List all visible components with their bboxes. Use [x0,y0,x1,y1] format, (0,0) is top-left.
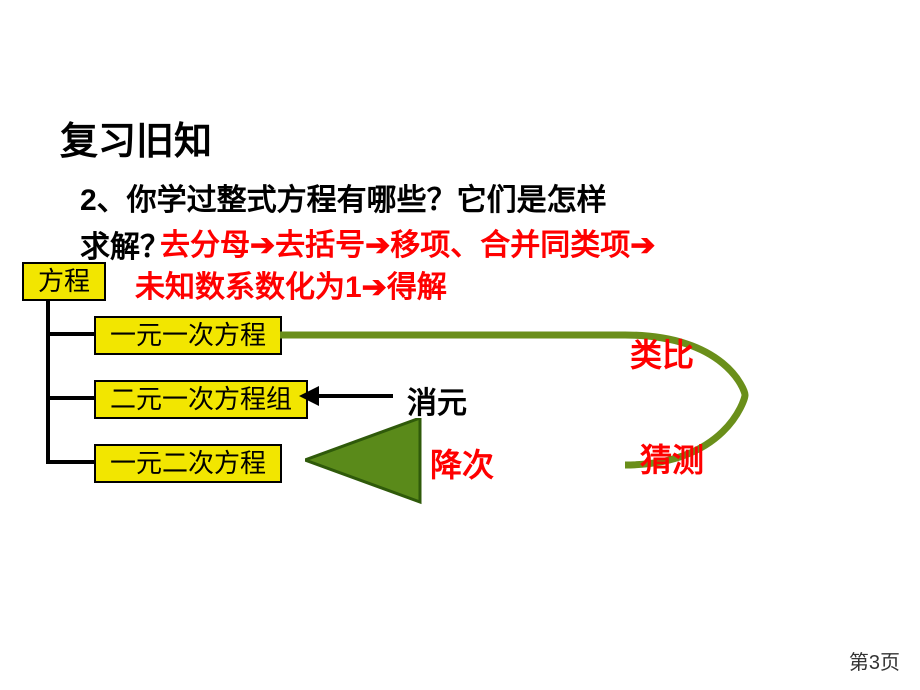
tree-vertical-line [46,300,50,463]
steps-line-2: 未知数系数化为1➔得解 [135,262,447,306]
question-line-2: 求解？ [80,222,170,266]
tree-child-3: 一元二次方程 [94,444,282,483]
label-caice: 猜测 [640,435,704,481]
slide-title: 复习旧知 [60,110,212,165]
triangle-arrow-icon [305,418,425,508]
label-jiangci: 降次 [430,440,494,486]
tree-root-box: 方程 [22,262,106,301]
question-line-1: 2、你学过整式方程有哪些？它们是怎样 [80,175,607,219]
tree-branch-2 [46,396,94,400]
triangle-shape [305,418,420,502]
tree-branch-1 [46,332,94,336]
page-number: 第3页 [849,646,900,675]
label-leibi: 类比 [630,330,694,376]
steps-line-1: 去分母➔去括号➔移项、合并同类项➔ [160,220,655,264]
tree-child-1: 一元一次方程 [94,316,282,355]
tree-branch-3 [46,460,94,464]
